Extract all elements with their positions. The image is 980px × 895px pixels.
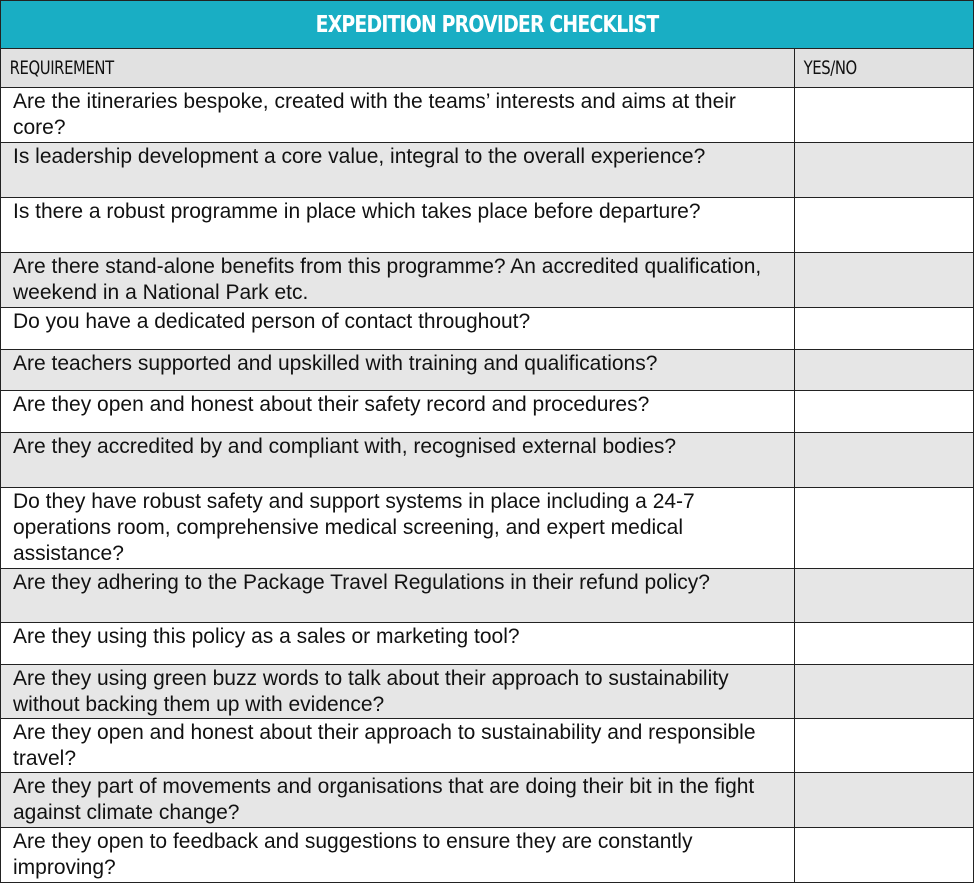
yes-no-cell[interactable]: [793, 664, 975, 719]
requirement-cell: Are teachers supported and upskilled wit…: [0, 349, 795, 391]
requirement-cell: Are they open to feedback and suggestion…: [0, 827, 795, 883]
yes-no-cell[interactable]: [793, 390, 975, 433]
table-row: Do you have a dedicated person of contac…: [0, 307, 975, 350]
requirement-column-header: REQUIREMENT: [0, 48, 795, 88]
table-row: Are they adhering to the Package Travel …: [0, 568, 975, 623]
checklist-title-text: EXPEDITION PROVIDER CHECKLIST: [315, 11, 660, 38]
table-row: Are they open and honest about their saf…: [0, 390, 975, 433]
yes-no-cell[interactable]: [793, 307, 975, 350]
checklist-title: EXPEDITION PROVIDER CHECKLIST: [0, 0, 975, 49]
requirement-cell: Are they adhering to the Package Travel …: [0, 568, 795, 623]
yes-no-cell[interactable]: [793, 432, 975, 488]
table-row: Is there a robust programme in place whi…: [0, 197, 975, 253]
column-header-row: REQUIREMENT YES/NO: [0, 48, 975, 88]
table-row: Are they open and honest about their app…: [0, 718, 975, 773]
requirement-cell: Do they have robust safety and support s…: [0, 487, 795, 569]
yes-no-cell[interactable]: [793, 87, 975, 143]
table-row: Is leadership development a core value, …: [0, 142, 975, 198]
yes-no-cell[interactable]: [793, 349, 975, 391]
yes-no-cell[interactable]: [793, 718, 975, 773]
yes-no-cell[interactable]: [793, 142, 975, 198]
requirement-cell: Are they open and honest about their saf…: [0, 390, 795, 433]
requirement-cell: Are they using this policy as a sales or…: [0, 622, 795, 665]
requirement-cell: Is leadership development a core value, …: [0, 142, 795, 198]
requirement-cell: Are they open and honest about their app…: [0, 718, 795, 773]
table-row: Are there stand-alone benefits from this…: [0, 252, 975, 308]
requirement-cell: Is there a robust programme in place whi…: [0, 197, 795, 253]
requirement-cell: Are there stand-alone benefits from this…: [0, 252, 795, 308]
requirement-column-label: REQUIREMENT: [9, 57, 115, 79]
yes-no-column-label: YES/NO: [803, 57, 858, 79]
requirement-cell: Are they using green buzz words to talk …: [0, 664, 795, 719]
table-row: Are they using this policy as a sales or…: [0, 622, 975, 665]
table-row: Are they part of movements and organisat…: [0, 772, 975, 828]
yes-no-cell[interactable]: [793, 827, 975, 883]
requirement-cell: Are they accredited by and compliant wit…: [0, 432, 795, 488]
yes-no-cell[interactable]: [793, 622, 975, 665]
table-row: Are they using green buzz words to talk …: [0, 664, 975, 719]
table-row: Are they accredited by and compliant wit…: [0, 432, 975, 488]
yes-no-cell[interactable]: [793, 487, 975, 569]
table-row: Are teachers supported and upskilled wit…: [0, 349, 975, 391]
requirement-cell: Are the itineraries bespoke, created wit…: [0, 87, 795, 143]
yes-no-cell[interactable]: [793, 252, 975, 308]
yes-no-cell[interactable]: [793, 772, 975, 828]
yes-no-cell[interactable]: [793, 197, 975, 253]
requirement-cell: Are they part of movements and organisat…: [0, 772, 795, 828]
table-row: Are they open to feedback and suggestion…: [0, 827, 975, 883]
table-row: Are the itineraries bespoke, created wit…: [0, 87, 975, 143]
yes-no-cell[interactable]: [793, 568, 975, 623]
table-row: Do they have robust safety and support s…: [0, 487, 975, 569]
requirement-cell: Do you have a dedicated person of contac…: [0, 307, 795, 350]
yes-no-column-header: YES/NO: [793, 48, 975, 88]
